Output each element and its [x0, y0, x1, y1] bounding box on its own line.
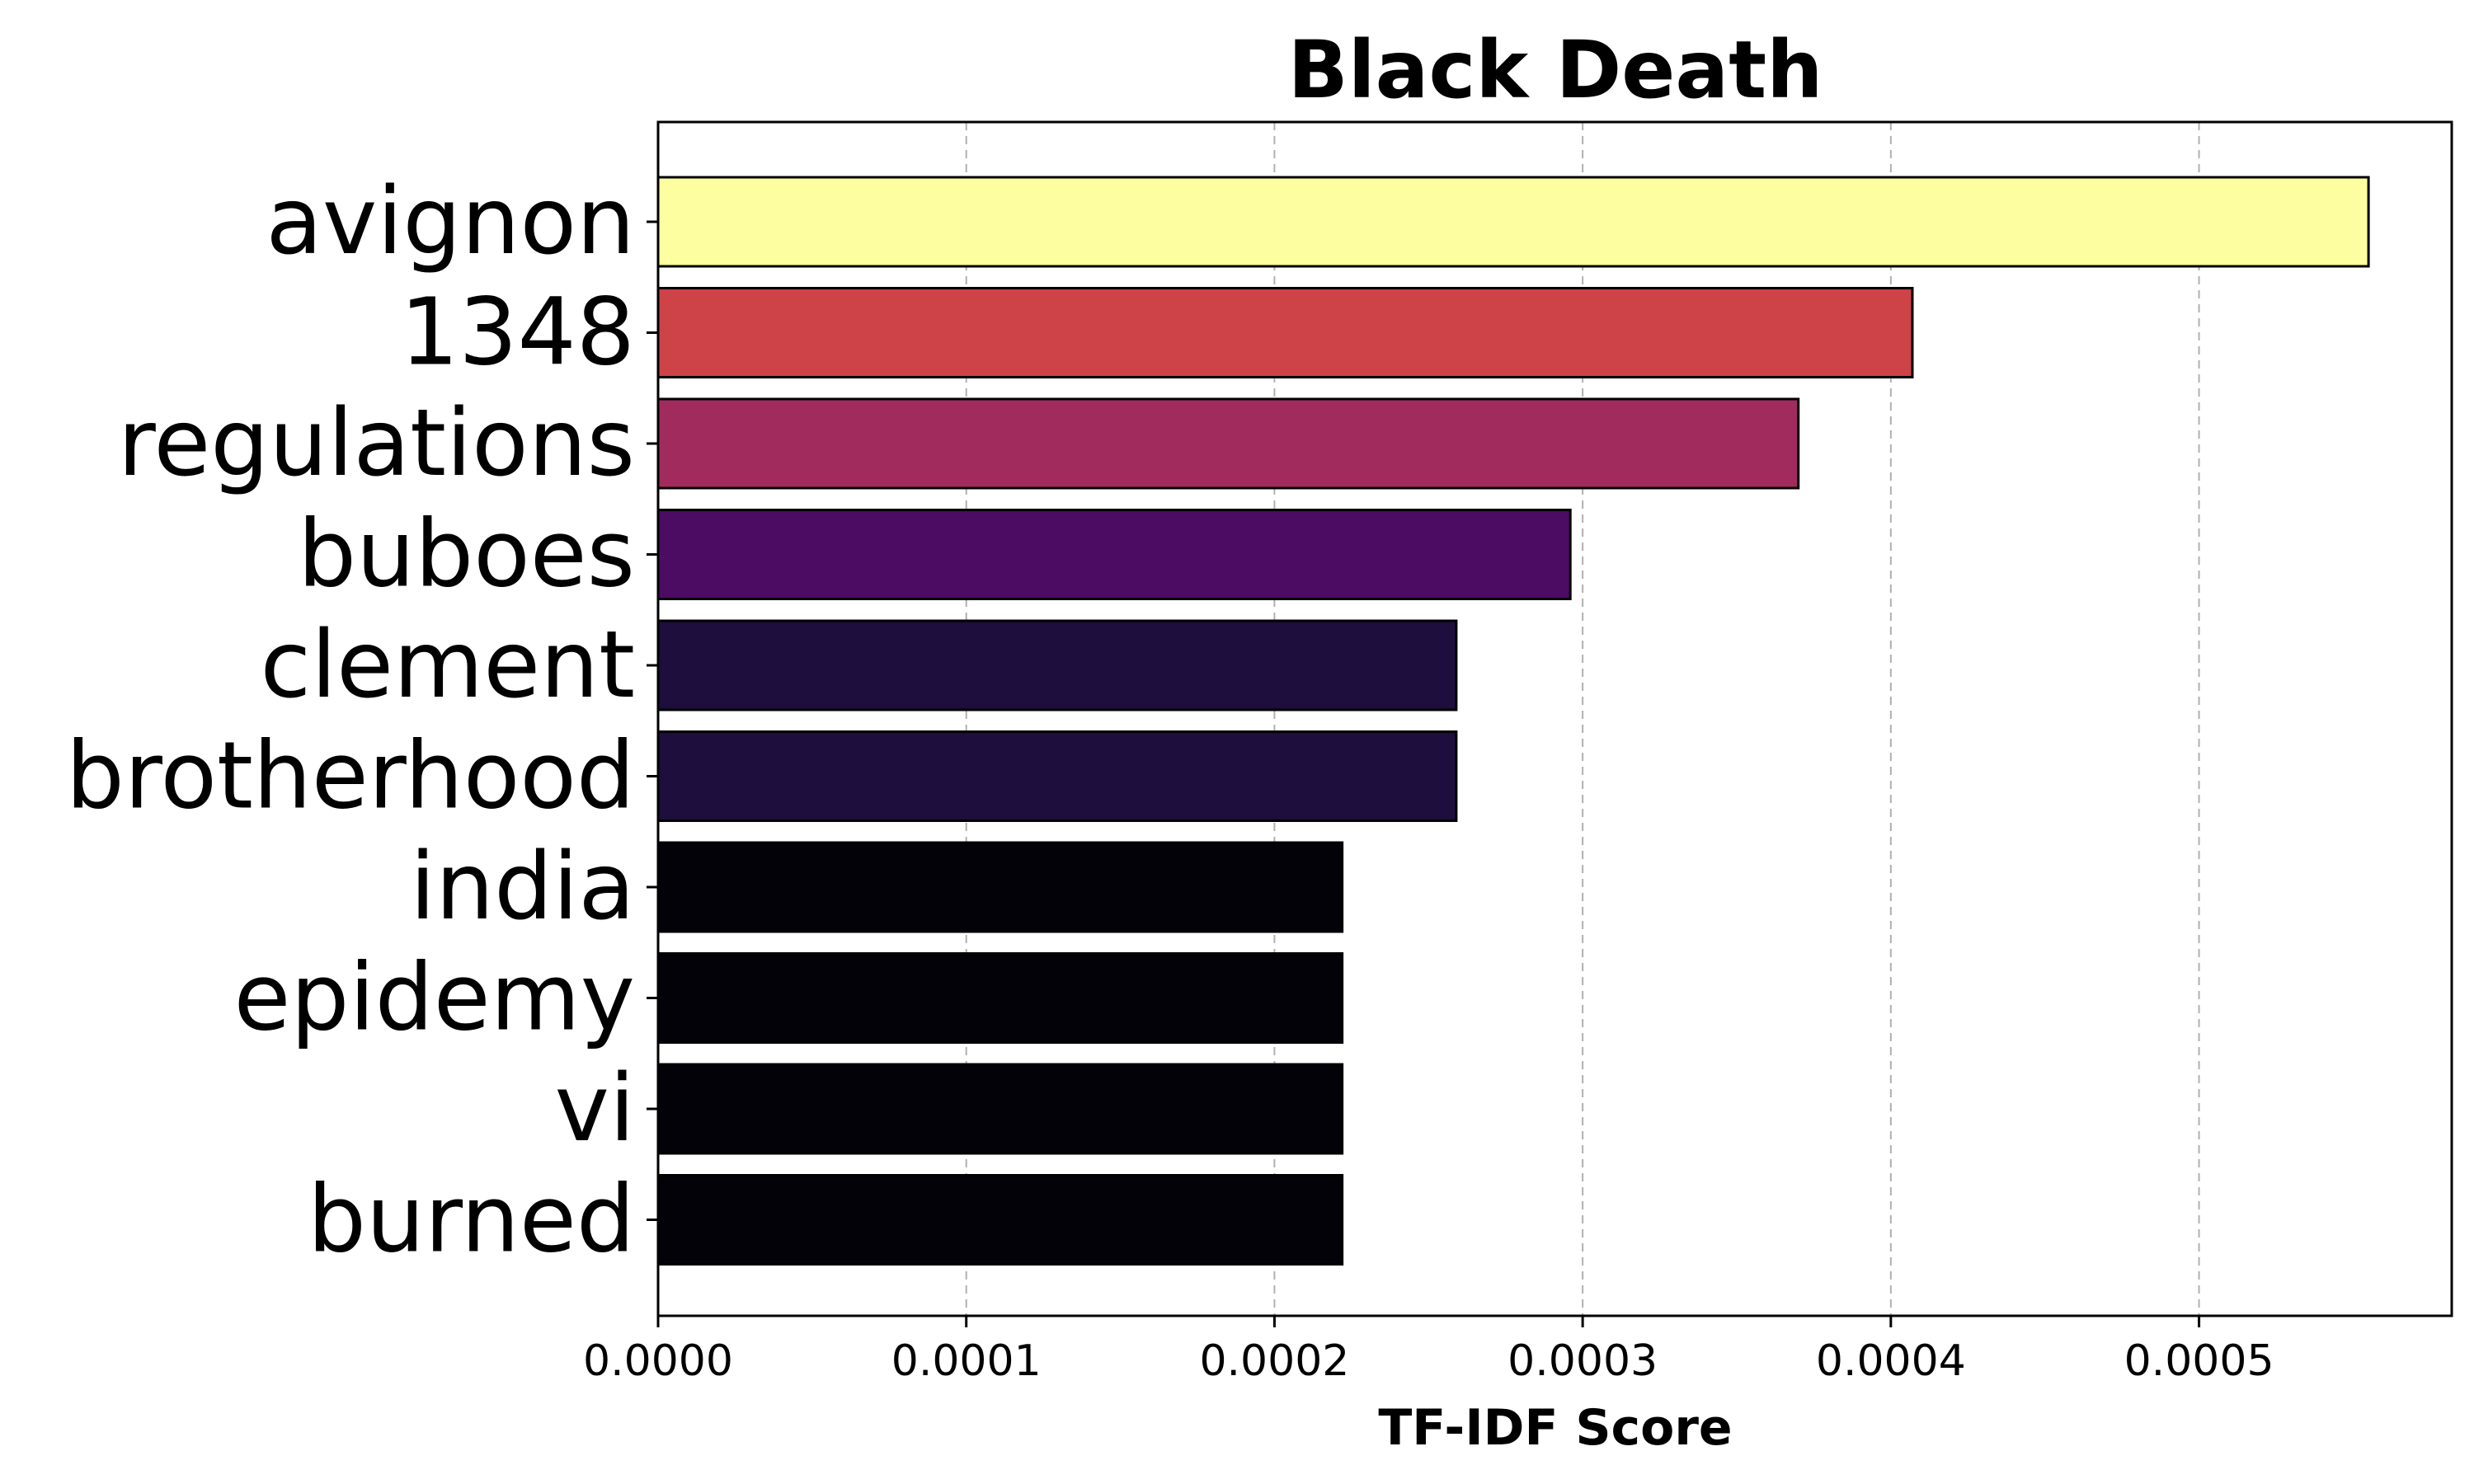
bar-burned [656, 1174, 1344, 1266]
y-tick-label: regulations [118, 390, 635, 497]
y-tick-label: vi [555, 1055, 635, 1162]
x-tick-label: 0.0003 [1507, 1336, 1658, 1386]
y-tick-label: burned [308, 1167, 635, 1274]
x-axis-label: TF-IDF Score [1378, 1399, 1732, 1457]
x-axis-ticks: 0.0000 0.0001 0.0002 0.0003 0.0004 0.0005 [583, 1316, 2274, 1386]
bar-buboes [656, 509, 1572, 600]
bar-clement [656, 619, 1458, 711]
y-axis-ticks: avignon1348regulationsbuboesclementbroth… [66, 168, 658, 1274]
x-tick-label: 0.0002 [1199, 1336, 1349, 1386]
bar-india [656, 841, 1344, 933]
bar-regulations [656, 397, 1800, 490]
x-tick-label: 0.0004 [1816, 1336, 1966, 1386]
y-tick-label: india [410, 834, 635, 941]
bar-brotherhood [656, 730, 1458, 822]
y-tick-label: avignon [266, 168, 635, 275]
y-tick-label: 1348 [400, 279, 635, 387]
chart-title: Black Death [1288, 24, 1823, 116]
bar-vi [656, 1063, 1344, 1155]
x-tick-label: 0.0000 [583, 1336, 733, 1386]
x-tick-label: 0.0001 [891, 1336, 1042, 1386]
bar-epidemy [656, 952, 1344, 1044]
y-tick-label: clement [260, 612, 635, 719]
y-tick-label: epidemy [234, 945, 636, 1052]
y-tick-label: buboes [298, 501, 635, 608]
x-tick-label: 0.0005 [2124, 1336, 2274, 1386]
bar-1348 [656, 287, 1914, 378]
bars [656, 176, 2370, 1266]
plot-frame [656, 120, 2453, 1317]
y-tick-label: brotherhood [66, 723, 635, 830]
bar-avignon [656, 176, 2370, 268]
